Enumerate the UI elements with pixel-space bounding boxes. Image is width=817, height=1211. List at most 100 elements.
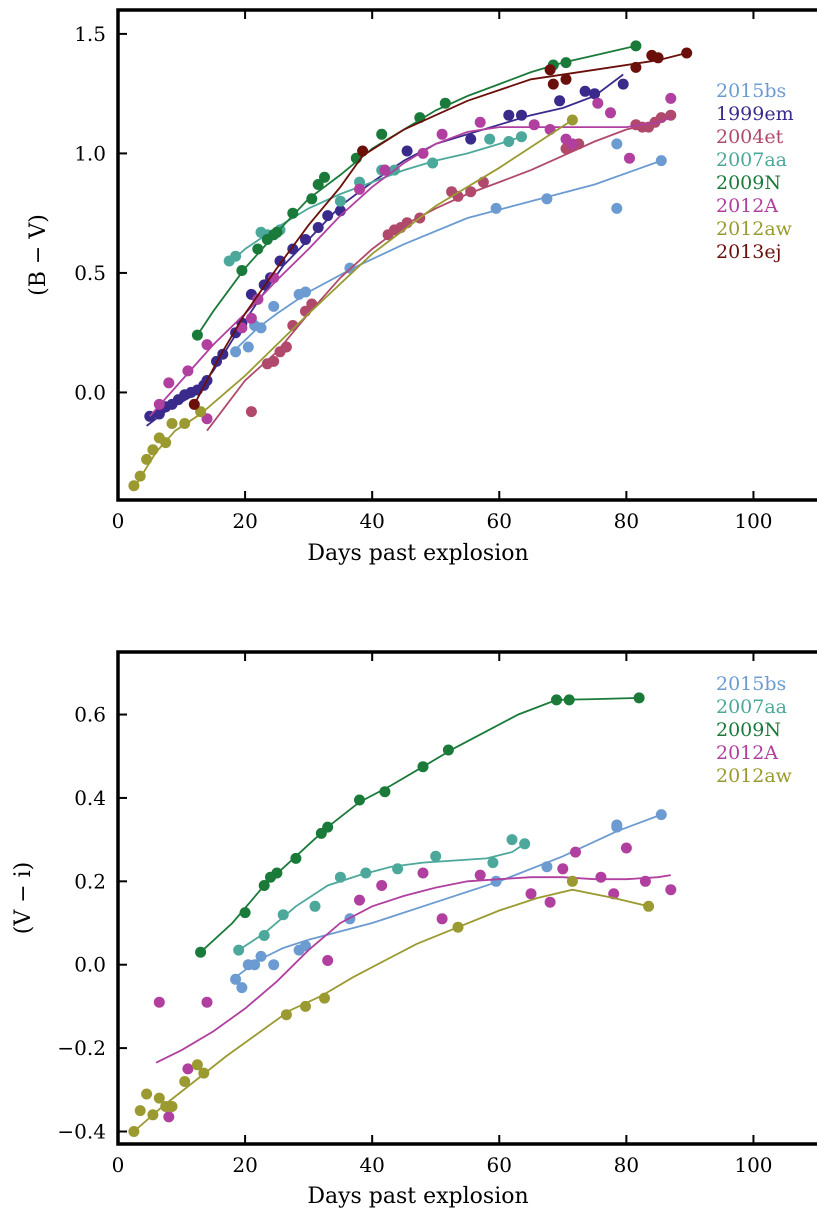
data-point-2012A — [153, 398, 165, 410]
data-point-2007aa — [309, 900, 321, 912]
data-point-2009N — [191, 329, 203, 341]
y-tick-label: 0.5 — [74, 261, 106, 285]
data-point-2007aa — [519, 838, 531, 850]
data-point-2015bs — [655, 155, 667, 167]
data-point-2012A — [639, 875, 651, 887]
data-point-2009N — [379, 786, 391, 798]
data-point-2007aa — [430, 850, 442, 862]
data-point-2015bs — [242, 341, 254, 353]
data-point-2009N — [239, 907, 251, 919]
series-2004et — [206, 109, 677, 432]
data-point-2012aw — [134, 1105, 146, 1117]
data-point-2012aw — [195, 406, 207, 418]
data-point-2015bs — [268, 300, 280, 312]
series-2009N — [195, 692, 645, 958]
data-point-2007aa — [334, 871, 346, 883]
data-point-1999em — [617, 78, 629, 90]
chart-b-minus-v: 0 20 40 60 80 100 0.0 0.5 1.0 1.5 Days past explos… — [26, 8, 817, 566]
data-point-2012aw — [300, 1000, 311, 1012]
data-point-2012A — [417, 867, 429, 879]
data-point-2007aa — [516, 131, 527, 143]
data-point-2009N — [195, 946, 207, 958]
data-point-2012A — [436, 128, 448, 140]
series-2012aw — [128, 114, 578, 492]
data-point-2012aw — [147, 444, 159, 456]
data-point-1999em — [554, 95, 566, 107]
data-point-1999em — [401, 145, 413, 157]
data-point-1999em — [312, 222, 324, 233]
legend-entry-2009N: 2009N — [716, 719, 781, 741]
data-point-2012aw — [179, 418, 191, 429]
chart-v-minus-i: 0 20 40 60 80 100 −0.4 −0.2 0.0 0.2 0.4 0.6 Days pas… — [11, 650, 817, 1209]
data-point-2012A — [570, 846, 581, 858]
y-tick-label: 0.2 — [74, 869, 106, 893]
data-point-2012aw — [160, 437, 172, 449]
x-tick-label: 20 — [232, 509, 257, 533]
data-point-2007aa — [506, 834, 518, 846]
data-point-2013ej — [188, 398, 200, 410]
data-point-2009N — [271, 226, 283, 238]
legend-entry-2013ej: 2013ej — [716, 241, 782, 263]
data-point-2015bs — [255, 322, 267, 334]
y-tick-label: 0.0 — [74, 380, 106, 404]
data-point-2007aa — [233, 944, 245, 956]
data-point-2007aa — [258, 930, 270, 941]
data-point-2007aa — [427, 157, 439, 169]
data-point-2012A — [525, 888, 537, 900]
data-point-2012A — [354, 894, 365, 906]
legend-entry-2012aw: 2012aw — [716, 218, 793, 240]
series-2012A — [153, 842, 677, 1123]
x-tick-label: 60 — [487, 1153, 512, 1177]
data-point-2012A — [665, 884, 677, 896]
data-point-2007aa — [484, 133, 496, 145]
data-point-2015bs — [230, 346, 242, 358]
x-tick-label: 100 — [734, 1153, 772, 1177]
data-point-2012A — [252, 293, 264, 305]
series-line-2012A — [155, 874, 671, 1064]
data-point-2012aw — [141, 1088, 153, 1100]
data-point-2007aa — [487, 857, 499, 869]
data-point-2015bs — [300, 286, 311, 298]
series-2015bs — [230, 809, 667, 994]
data-point-2013ej — [547, 78, 559, 90]
y-tick-label: 1.0 — [74, 141, 106, 165]
data-point-2012A — [268, 272, 280, 284]
data-point-2012A — [417, 147, 429, 159]
data-point-1999em — [274, 255, 286, 267]
legend-entry-2015bs: 2015bs — [716, 673, 786, 695]
data-point-1999em — [579, 85, 591, 97]
data-point-2012A — [201, 413, 213, 425]
data-point-2009N — [376, 128, 388, 140]
data-point-2009N — [306, 193, 318, 205]
data-point-2004et — [287, 320, 299, 331]
data-point-2013ej — [544, 64, 556, 76]
data-point-2012A — [605, 107, 616, 119]
plot-frame — [116, 650, 817, 1146]
y-tick-label: 0.0 — [74, 953, 106, 977]
legend-entry-2007aa: 2007aa — [716, 149, 787, 171]
data-point-2007aa — [503, 136, 515, 147]
data-point-2009N — [551, 694, 562, 706]
x-tick-label: 60 — [487, 509, 512, 533]
y-tick-label: −0.2 — [57, 1036, 106, 1060]
y-tick-label: −0.4 — [57, 1119, 106, 1143]
legend-entry-2015bs: 2015bs — [716, 80, 786, 102]
data-point-2012A — [474, 869, 486, 881]
data-point-2012A — [322, 955, 334, 966]
data-point-2012A — [436, 913, 448, 925]
legend: 2015bs1999em2004et2007aa2009N2012A2012aw… — [716, 80, 794, 263]
data-point-2007aa — [334, 195, 346, 207]
x-tick-label: 20 — [232, 1153, 257, 1177]
legend-entry-2004et: 2004et — [716, 126, 784, 148]
y-tick-label: 0.6 — [74, 703, 106, 727]
x-tick-label: 80 — [614, 509, 639, 533]
data-point-1999em — [589, 88, 601, 100]
legend-entry-2009N: 2009N — [716, 172, 781, 194]
y-tick-label: 0.4 — [74, 786, 106, 810]
data-point-2015bs — [611, 202, 623, 214]
data-point-2015bs — [490, 202, 502, 214]
data-point-2012aw — [452, 921, 464, 933]
data-point-2012aw — [566, 875, 578, 887]
legend-entry-2012aw: 2012aw — [716, 765, 793, 787]
